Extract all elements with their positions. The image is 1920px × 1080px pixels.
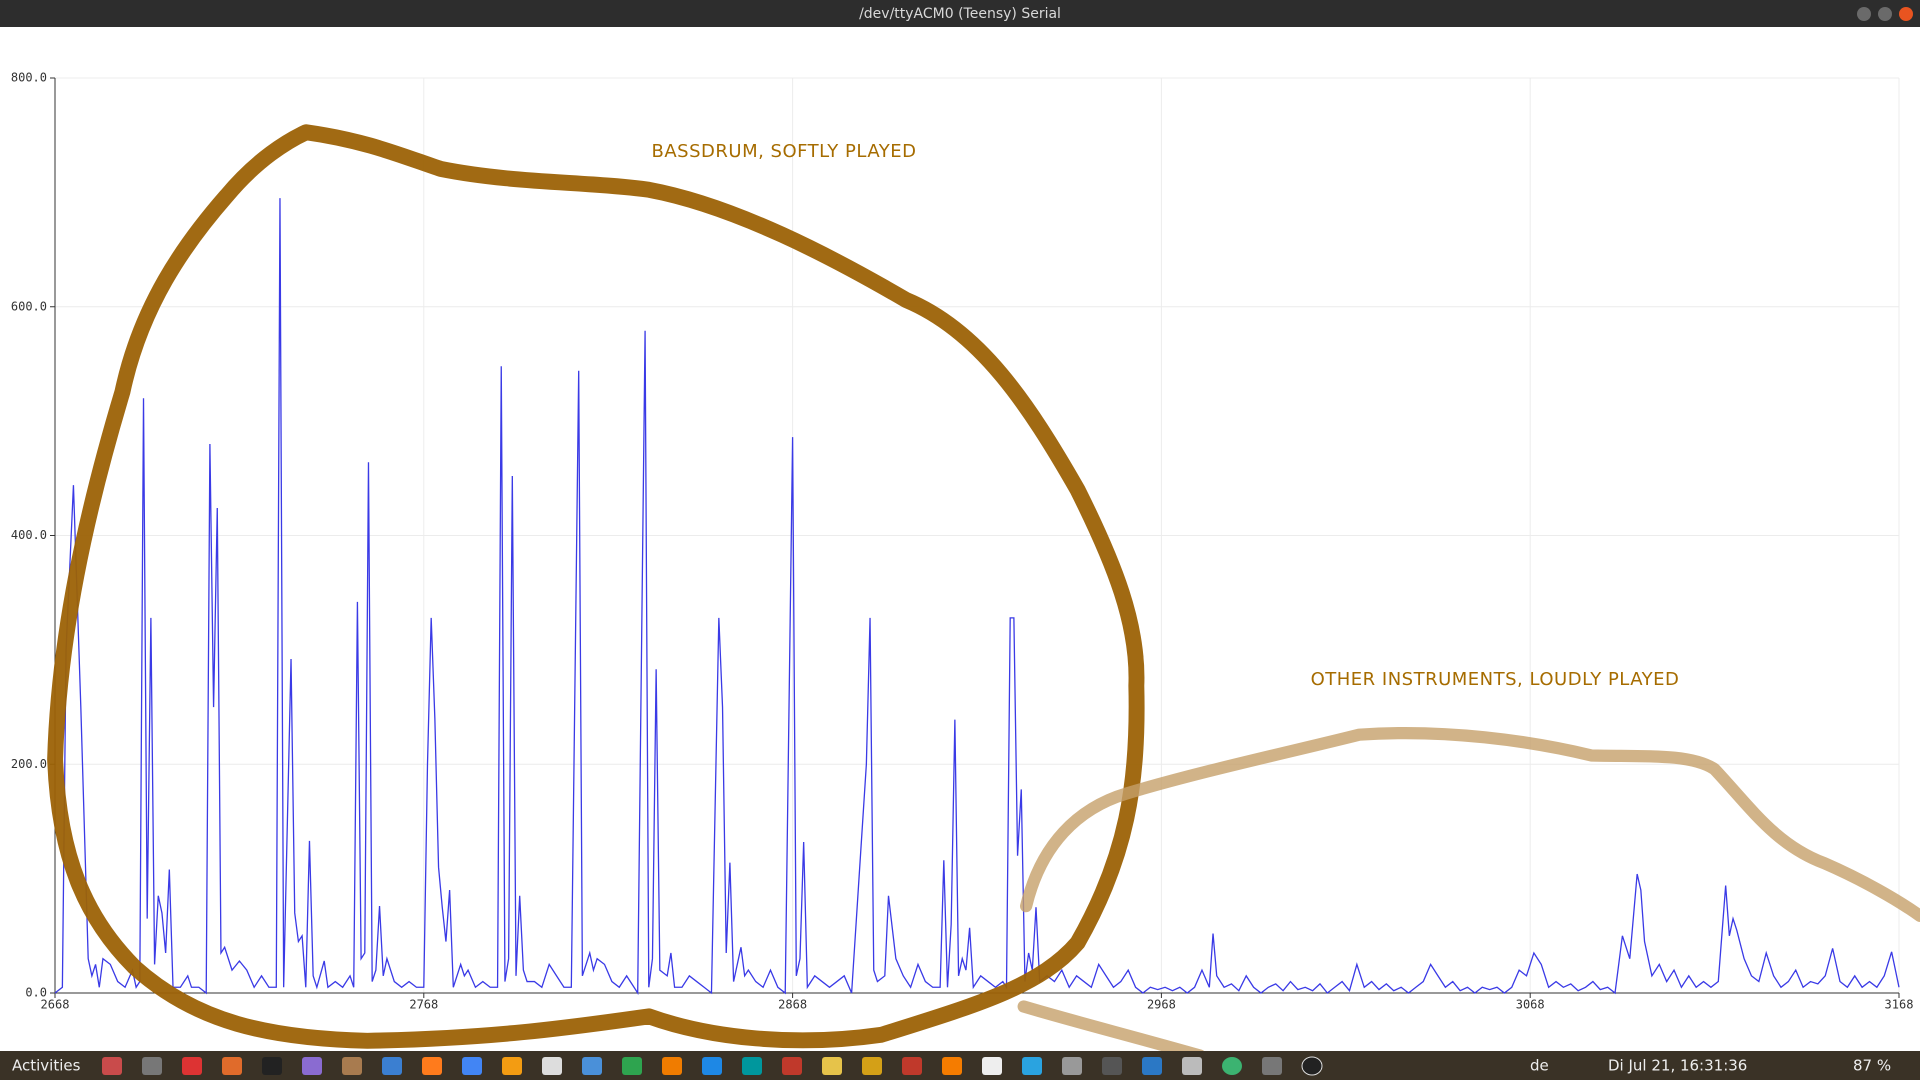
app-icon[interactable] xyxy=(1222,1057,1242,1075)
x-tick-label: 2768 xyxy=(409,998,438,1012)
app-icon[interactable] xyxy=(182,1057,202,1075)
app-icon[interactable] xyxy=(702,1057,722,1075)
app-icon[interactable] xyxy=(1262,1057,1282,1075)
app-icon[interactable] xyxy=(382,1057,402,1075)
app-icon[interactable] xyxy=(942,1057,962,1075)
clock[interactable]: Di Jul 21, 16:31:36 xyxy=(1608,1057,1747,1075)
app-icon[interactable] xyxy=(662,1057,682,1075)
plot: 0.0 200.0 400.0 600.0 800.0 2668 2768 2868 2968 3… xyxy=(11,71,1914,1012)
app-icon[interactable] xyxy=(1301,1056,1323,1076)
title-bar xyxy=(0,0,1920,27)
x-tick-label: 3068 xyxy=(1516,998,1545,1012)
app-icon[interactable] xyxy=(542,1057,562,1075)
y-tick-label: 600.0 xyxy=(11,299,47,313)
app-icon[interactable] xyxy=(862,1057,882,1075)
dock-icons xyxy=(102,1056,1323,1076)
app-icon[interactable] xyxy=(502,1057,522,1075)
app-icon[interactable] xyxy=(462,1057,482,1075)
app-icon[interactable] xyxy=(1182,1057,1202,1075)
app-icon[interactable] xyxy=(982,1057,1002,1075)
app-icon[interactable] xyxy=(822,1057,842,1075)
y-tick-label: 0.0 xyxy=(25,986,47,1000)
instruments-circle-bottom xyxy=(1017,1000,1207,1062)
app-icon[interactable] xyxy=(1022,1057,1042,1075)
x-tick-label: 2968 xyxy=(1147,998,1176,1012)
x-tick-label: 2668 xyxy=(41,998,70,1012)
app-icon[interactable] xyxy=(222,1057,242,1075)
app-icon[interactable] xyxy=(262,1057,282,1075)
app-icon[interactable] xyxy=(622,1057,642,1075)
app-icon[interactable] xyxy=(782,1057,802,1075)
y-tick-label: 400.0 xyxy=(11,528,47,542)
bassdrum-circle xyxy=(47,124,1145,1049)
app-icon[interactable] xyxy=(1062,1057,1082,1075)
app-icon[interactable] xyxy=(902,1057,922,1075)
app-icon[interactable] xyxy=(142,1057,162,1075)
window-title: /dev/ttyACM0 (Teensy) Serial xyxy=(859,6,1061,22)
y-tick-label: 800.0 xyxy=(11,71,47,85)
hand-drawing xyxy=(47,124,1920,1062)
app-icon[interactable] xyxy=(302,1057,322,1075)
instruments-circle xyxy=(1020,726,1920,923)
app-icon[interactable] xyxy=(342,1057,362,1075)
app-icon[interactable] xyxy=(102,1057,122,1075)
x-tick-label: 2868 xyxy=(778,998,807,1012)
x-tick-label: 3168 xyxy=(1885,998,1914,1012)
y-tick-label: 200.0 xyxy=(11,757,47,771)
minimize-button[interactable] xyxy=(1857,7,1871,21)
keyboard-layout[interactable]: de xyxy=(1530,1057,1549,1075)
app-icon[interactable] xyxy=(422,1057,442,1075)
maximize-button[interactable] xyxy=(1878,7,1892,21)
close-button[interactable] xyxy=(1899,7,1913,21)
app-icon[interactable] xyxy=(742,1057,762,1075)
annotation: BASSDRUM, SOFTLY PLAYED xyxy=(652,141,917,162)
battery[interactable]: 87 % xyxy=(1853,1057,1891,1075)
data-line xyxy=(54,198,1900,996)
app-icon[interactable] xyxy=(1102,1057,1122,1075)
activities-button[interactable]: Activities xyxy=(12,1057,81,1075)
annotation: OTHER INSTRUMENTS, LOUDLY PLAYED xyxy=(1311,669,1680,690)
app-icon[interactable] xyxy=(1142,1057,1162,1075)
app-icon[interactable] xyxy=(582,1057,602,1075)
